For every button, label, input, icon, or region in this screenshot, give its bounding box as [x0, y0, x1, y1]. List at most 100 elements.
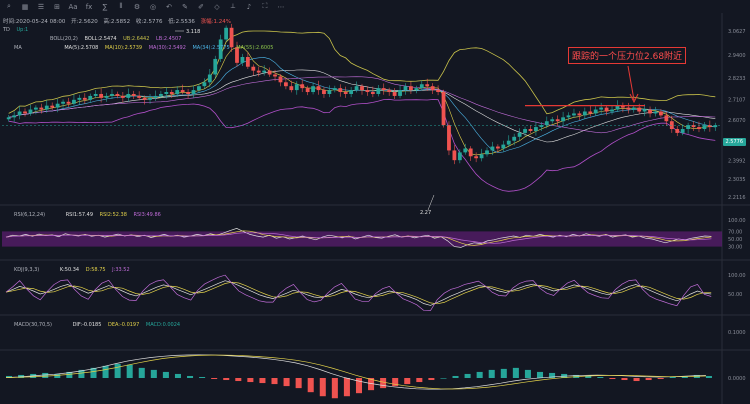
rsi3: RSI3:49.86: [133, 212, 161, 218]
candle-body: [12, 115, 17, 118]
kdj-d: D:58.75: [85, 267, 106, 273]
candle-body: [577, 113, 582, 116]
candle-body: [82, 97, 87, 100]
macd-bar: [428, 378, 435, 381]
rsi-tick-label: 30.00: [728, 245, 742, 251]
td-legend[interactable]: TD Up:1: [3, 27, 33, 33]
candle-body: [659, 111, 663, 116]
boll-ub: UB:2.6442: [123, 36, 150, 42]
candle-body: [273, 74, 277, 77]
candle-body: [452, 150, 457, 161]
ohlc-info-bar: 时间:2020-05-24 08:00 开:2.5620 高:2.5852 收:…: [3, 17, 235, 25]
candle-body: [262, 70, 267, 73]
candle-body: [528, 129, 533, 131]
candle-body: [28, 109, 33, 114]
macd-bar: [392, 378, 399, 387]
candle-body: [713, 125, 718, 128]
candle-body: [186, 92, 190, 94]
pen-icon[interactable]: ✐: [198, 2, 204, 11]
candle-body: [539, 125, 544, 128]
boll-upper-band: [8, 30, 716, 115]
text-icon[interactable]: Aa: [68, 2, 78, 11]
candle-body: [398, 90, 402, 96]
candle-body: [180, 90, 185, 93]
macd-bar: [536, 371, 544, 378]
price-tick-label: 2.2116: [728, 195, 746, 201]
macd-legend[interactable]: MACD(30,70,5) DIF:-0.0185 DEA:-0.0197 MA…: [14, 322, 185, 328]
candle-body: [517, 132, 522, 137]
candle-body: [479, 154, 484, 159]
candle-body: [305, 88, 310, 93]
candle-body: [153, 95, 158, 98]
price-tick-label: 3.0627: [728, 29, 746, 35]
candle-body: [284, 82, 288, 87]
layout-icon[interactable]: ⊞: [54, 2, 60, 11]
more-icon[interactable]: ⋯: [277, 2, 285, 11]
fx-icon[interactable]: fx: [85, 2, 93, 11]
candle-body: [441, 92, 446, 126]
candle-body: [653, 111, 658, 114]
candle-body: [77, 97, 82, 100]
candle-body: [169, 92, 174, 94]
ohlc-close: 收:2.5776: [135, 19, 163, 25]
undo-icon[interactable]: ↶: [166, 2, 172, 11]
macd-bar: [283, 378, 290, 387]
macd-bar: [368, 378, 375, 391]
candle-body: [332, 88, 337, 91]
macd-bar: [609, 378, 616, 380]
candle-body: [686, 125, 691, 130]
candle-body: [88, 95, 93, 100]
ruler-icon[interactable]: ⟂: [230, 2, 236, 10]
candle-body: [485, 150, 489, 155]
candle-body: [582, 111, 587, 116]
candle-body: [523, 129, 527, 133]
boll-label: BOLL(20,2): [50, 36, 78, 42]
candle-body: [245, 56, 250, 67]
candle-body: [213, 58, 218, 75]
kdj-legend[interactable]: KDJ(9,3,3) K:50.34 D:58.75 J:33.52: [14, 267, 135, 273]
settings-icon[interactable]: ⚙: [133, 2, 141, 11]
candle-body: [126, 93, 131, 98]
candle-body: [23, 111, 27, 114]
td-value: Up:1: [16, 27, 29, 33]
search-icon[interactable]: ⌕: [7, 2, 11, 10]
rsi-legend[interactable]: RSI(6,12,24) RSI1:57.49 RSI2:52.38 RSI3:…: [14, 212, 166, 218]
camera-icon[interactable]: ◎: [149, 2, 157, 11]
candle-body: [267, 70, 272, 75]
ohlc-open: 开:2.5620: [71, 19, 98, 25]
sound-icon[interactable]: ♪: [246, 2, 252, 11]
price-tick-label: 2.3992: [728, 158, 746, 164]
brush-icon[interactable]: ✎: [182, 2, 188, 11]
candle-body: [343, 92, 348, 94]
candle-body: [409, 86, 413, 91]
candle-body: [148, 97, 152, 100]
candle-body: [604, 107, 609, 112]
fullscreen-icon[interactable]: ⛶: [262, 2, 268, 10]
candle-body: [354, 86, 359, 91]
candle-body: [327, 90, 332, 94]
candle-body: [648, 109, 652, 114]
low-marker-label: 2.27: [420, 210, 431, 216]
ma-legend[interactable]: MA MA(5):2.5708 MA(10):2.5739 MA(30):2.5…: [14, 45, 278, 51]
candle-body: [610, 109, 614, 112]
rsi2: RSI2:52.38: [99, 212, 127, 218]
candle-body: [142, 97, 147, 100]
candle-body: [447, 125, 451, 151]
ohlc-time: 时间:2020-05-24 08:00: [3, 19, 66, 25]
grid-icon[interactable]: ▦: [21, 2, 29, 11]
candle-body: [300, 84, 305, 89]
candle-body: [691, 125, 696, 128]
boll-lower-band: [8, 98, 716, 192]
ma-label: MA: [14, 45, 22, 51]
macd-dea-line: [5, 354, 706, 390]
candles-icon[interactable]: ⫴: [119, 2, 123, 10]
macd-tick-label: 0.0000: [728, 376, 746, 382]
list-icon[interactable]: ☰: [37, 2, 45, 11]
macd-bar: [199, 376, 206, 378]
price-tick-label: 2.9400: [728, 53, 746, 59]
macd-bar: [102, 365, 109, 378]
boll-legend[interactable]: BOLL(20,2) BOLL:2.5474 UB:2.6442 LB:2.45…: [50, 36, 186, 42]
shape-icon[interactable]: ◇: [214, 2, 220, 11]
formula-icon[interactable]: ∑: [102, 2, 108, 11]
